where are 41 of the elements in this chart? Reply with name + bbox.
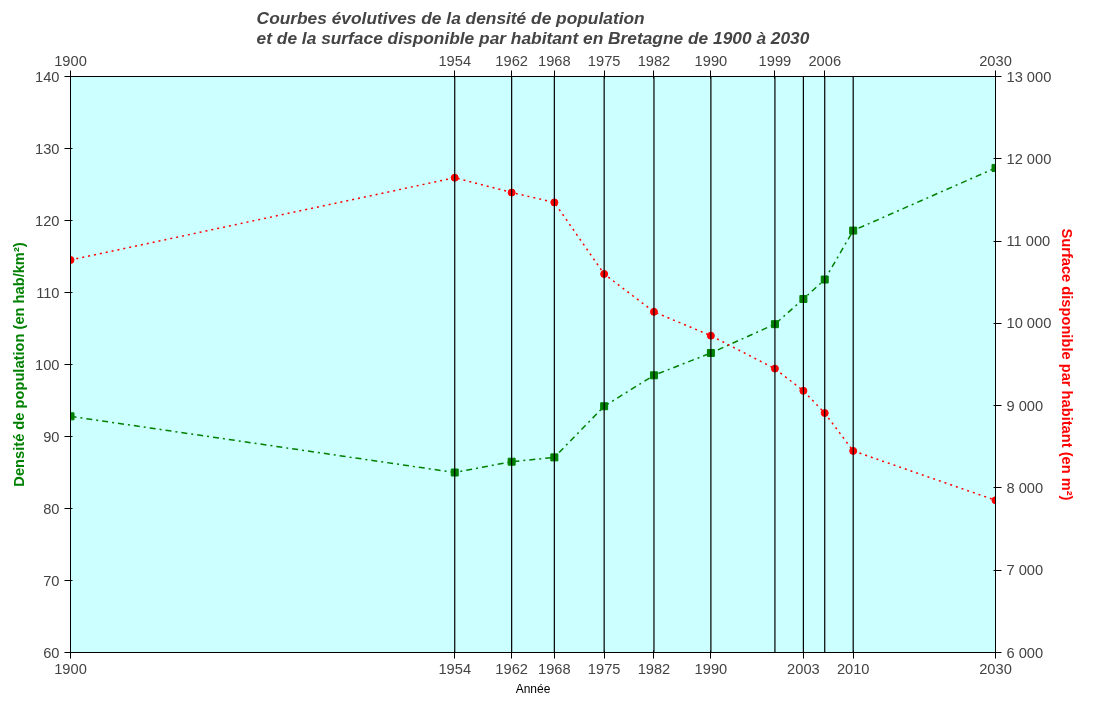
y2-axis-title: Surface disponible par habitant (en m²) bbox=[1059, 228, 1076, 501]
y-tick-label: 100 bbox=[35, 356, 60, 373]
x-tick-label: 1982 bbox=[637, 660, 671, 677]
x-tick-label: 2010 bbox=[836, 660, 870, 677]
x2-tick-label: 1962 bbox=[495, 52, 528, 69]
x-tick-label: 2003 bbox=[787, 660, 820, 677]
y2-tick-label: 9 000 bbox=[1006, 397, 1044, 414]
x2-tick-label: 2006 bbox=[808, 52, 842, 69]
x-tick-label: 1962 bbox=[495, 660, 528, 677]
y-tick-label: 110 bbox=[36, 284, 60, 301]
x2-tick-label: 1999 bbox=[758, 52, 792, 69]
y-tick-label: 60 bbox=[43, 644, 60, 661]
y2-tick-label: 6 000 bbox=[1006, 644, 1044, 661]
x2-tick-label: 1982 bbox=[637, 52, 671, 69]
x-tick-label: 1975 bbox=[587, 660, 621, 677]
y-tick-label: 80 bbox=[43, 500, 60, 517]
y-tick-label: 130 bbox=[35, 140, 60, 157]
y2-tick-label: 8 000 bbox=[1006, 479, 1044, 496]
x2-tick-label: 2030 bbox=[979, 52, 1012, 69]
x2-tick-label: 1900 bbox=[54, 52, 87, 69]
y2-tick-label: 13 000 bbox=[1006, 68, 1052, 85]
y-axis-title: Densité de population (en hab/km²) bbox=[11, 242, 28, 487]
y2-tick-label: 10 000 bbox=[1006, 315, 1052, 332]
x-tick-label: 2030 bbox=[979, 660, 1012, 677]
x-tick-label: 1990 bbox=[694, 660, 728, 677]
x2-tick-label: 1968 bbox=[538, 52, 571, 69]
y-tick-label: 70 bbox=[43, 572, 60, 589]
y-tick-label: 90 bbox=[43, 428, 60, 445]
y2-tick-label: 12 000 bbox=[1006, 150, 1052, 167]
x-axis-title: Année bbox=[515, 681, 551, 696]
x2-tick-label: 1954 bbox=[438, 52, 472, 69]
x-tick-label: 1954 bbox=[438, 660, 472, 677]
y2-tick-label: 7 000 bbox=[1006, 562, 1044, 579]
x2-tick-label: 1990 bbox=[694, 52, 728, 69]
y-tick-label: 140 bbox=[35, 68, 60, 85]
chart-title: Courbes évolutives de la densité de population et de la surface disponible par habitant en Bretagne de 1900 à 2030 bbox=[256, 7, 810, 48]
y2-tick-label: 11 000 bbox=[1006, 233, 1051, 250]
x-tick-label: 1900 bbox=[54, 660, 87, 677]
x2-tick-label: 1975 bbox=[587, 52, 621, 69]
y-tick-label: 120 bbox=[35, 212, 60, 229]
x-tick-label: 1968 bbox=[538, 660, 571, 677]
